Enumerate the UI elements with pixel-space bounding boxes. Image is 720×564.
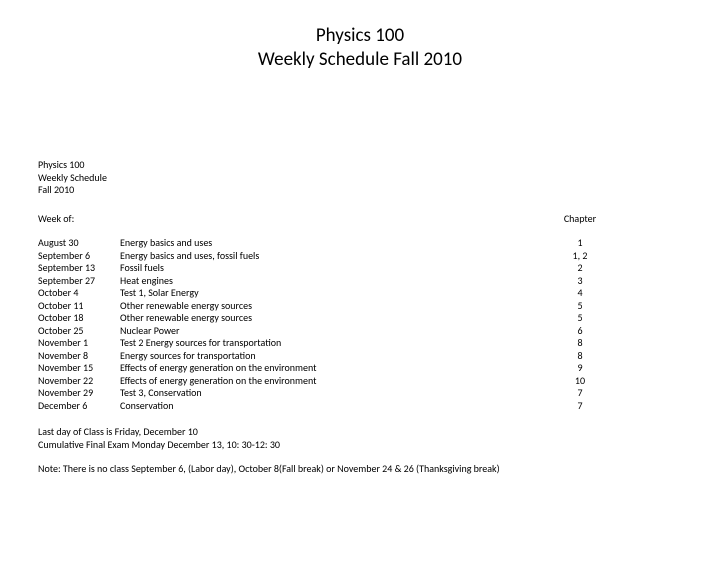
cell-chapter: 9 <box>550 362 610 375</box>
header-chapter: Chapter <box>550 213 610 226</box>
cell-topic: Conservation <box>120 400 550 413</box>
schedule-row: November 15Effects of energy generation … <box>38 362 610 375</box>
cell-topic: Other renewable energy sources <box>120 312 550 325</box>
page: Physics 100 Weekly Schedule Fall 2010 Ph… <box>0 24 720 564</box>
table-header-row: Week of: Chapter <box>38 213 610 226</box>
schedule-row: November 29Test 3, Conservation7 <box>38 387 610 400</box>
cell-week: November 29 <box>38 387 120 400</box>
sub-line-2: Weekly Schedule <box>38 172 610 185</box>
schedule-row: September 13Fossil fuels2 <box>38 262 610 275</box>
sub-header: Physics 100 Weekly Schedule Fall 2010 <box>38 159 610 197</box>
cell-week: October 4 <box>38 287 120 300</box>
main-title: Physics 100 Weekly Schedule Fall 2010 <box>0 24 720 72</box>
schedule-row: December 6Conservation7 <box>38 400 610 413</box>
cell-chapter: 8 <box>550 337 610 350</box>
schedule-row: August 30Energy basics and uses1 <box>38 237 610 250</box>
note-final-exam: Cumulative Final Exam Monday December 13… <box>38 439 610 452</box>
header-topic <box>120 213 550 226</box>
title-line-1: Physics 100 <box>0 24 720 48</box>
cell-week: November 15 <box>38 362 120 375</box>
cell-week: September 13 <box>38 262 120 275</box>
sub-line-1: Physics 100 <box>38 159 610 172</box>
cell-topic: Effects of energy generation on the envi… <box>120 362 550 375</box>
schedule-row: October 4Test 1, Solar Energy4 <box>38 287 610 300</box>
cell-chapter: 5 <box>550 312 610 325</box>
cell-topic: Test 3, Conservation <box>120 387 550 400</box>
content-block: Physics 100 Weekly Schedule Fall 2010 We… <box>38 159 610 476</box>
cell-topic: Fossil fuels <box>120 262 550 275</box>
cell-topic: Test 1, Solar Energy <box>120 287 550 300</box>
title-line-2: Weekly Schedule Fall 2010 <box>0 48 720 72</box>
header-week: Week of: <box>38 213 120 226</box>
cell-topic: Test 2 Energy sources for transportation <box>120 337 550 350</box>
cell-week: December 6 <box>38 400 120 413</box>
schedule-row: November 1Test 2 Energy sources for tran… <box>38 337 610 350</box>
sub-line-3: Fall 2010 <box>38 184 610 197</box>
schedule-body: August 30Energy basics and uses1 Septembe… <box>38 237 610 412</box>
footer-notes: Last day of Class is Friday, December 10… <box>38 426 610 476</box>
cell-chapter: 7 <box>550 387 610 400</box>
cell-chapter: 2 <box>550 262 610 275</box>
cell-chapter: 1 <box>550 237 610 250</box>
note-last-day: Last day of Class is Friday, December 10 <box>38 426 610 439</box>
cell-topic: Energy basics and uses, fossil fuels <box>120 250 550 263</box>
note-no-class: Note: There is no class September 6, (La… <box>38 463 610 476</box>
cell-week: October 18 <box>38 312 120 325</box>
schedule-row: October 18Other renewable energy sources… <box>38 312 610 325</box>
cell-chapter: 4 <box>550 287 610 300</box>
cell-week: November 1 <box>38 337 120 350</box>
cell-week: August 30 <box>38 237 120 250</box>
cell-topic: Energy basics and uses <box>120 237 550 250</box>
cell-chapter: 7 <box>550 400 610 413</box>
